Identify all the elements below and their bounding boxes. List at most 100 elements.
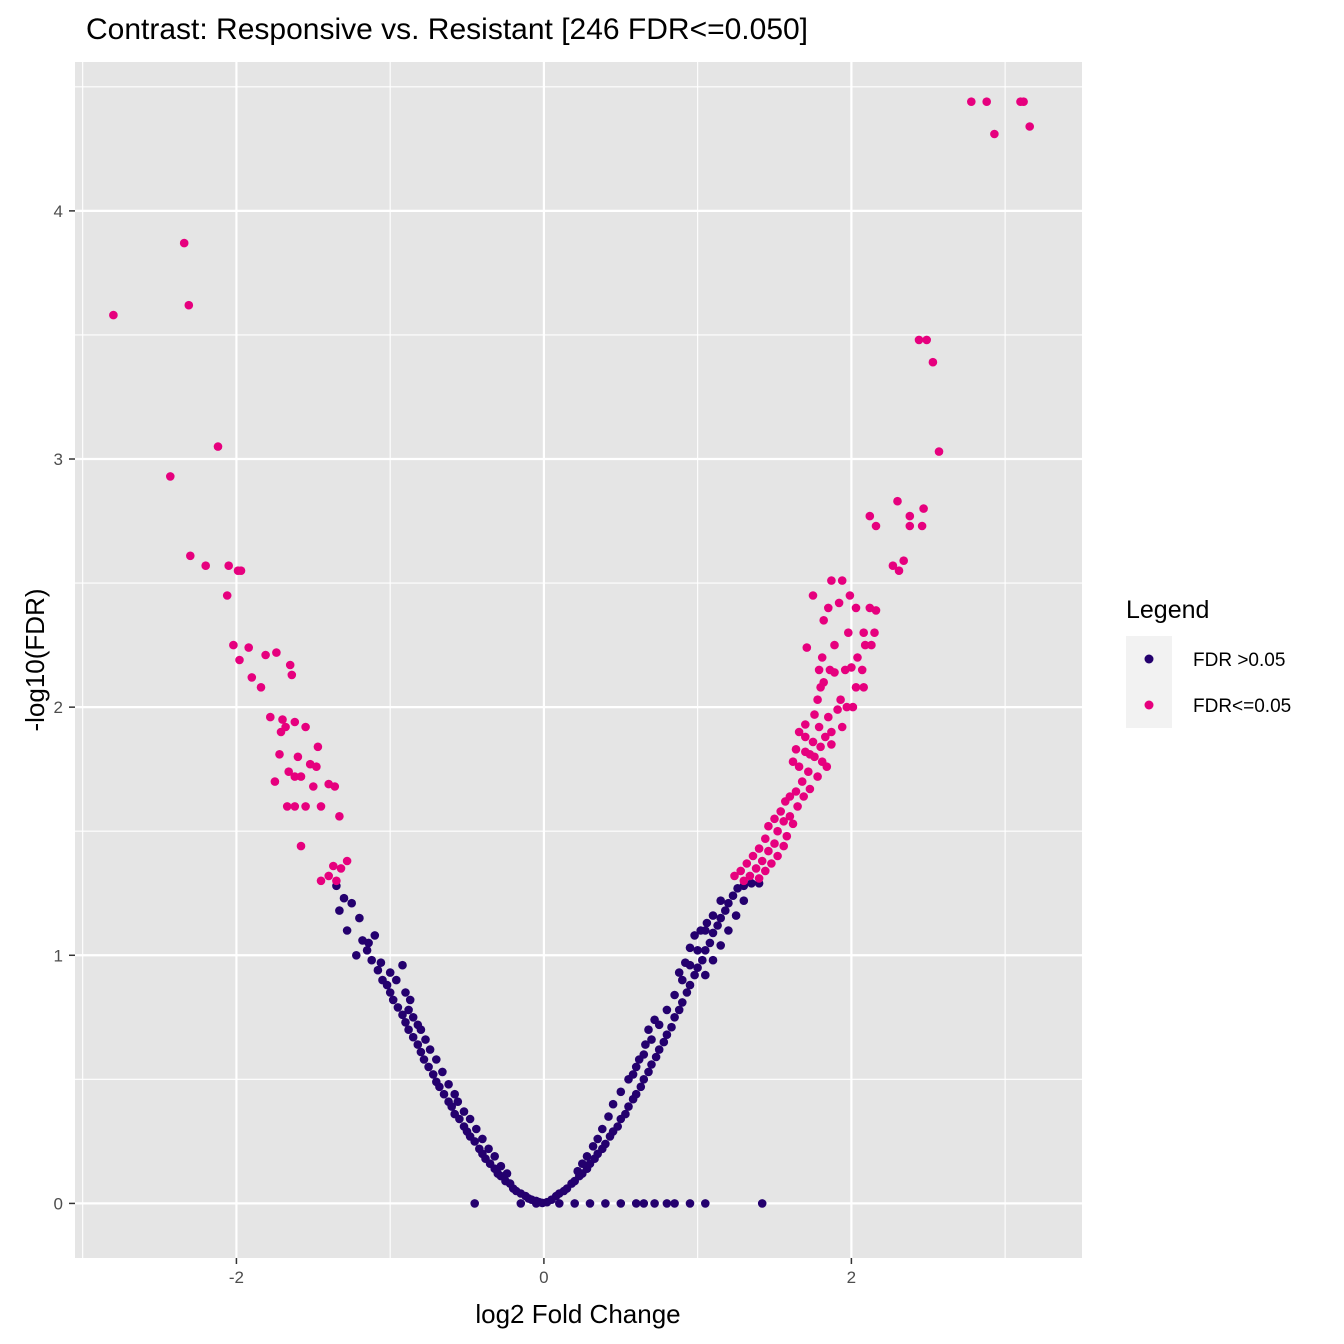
point-fdr-le-005	[779, 817, 788, 826]
point-fdr-le-005	[871, 606, 881, 615]
point-fdr-gt-005	[362, 946, 372, 955]
point-fdr-gt-005	[496, 1161, 506, 1171]
point-fdr-gt-005	[701, 946, 710, 955]
point-fdr-gt-005	[370, 931, 380, 940]
point-fdr-le-005	[830, 668, 839, 677]
point-fdr-gt-005	[641, 1040, 650, 1049]
point-fdr-gt-005	[650, 1199, 659, 1208]
point-fdr-gt-005	[425, 1045, 435, 1054]
y-tick-label: 0	[54, 1194, 63, 1213]
point-fdr-le-005	[814, 665, 824, 675]
point-fdr-le-005	[287, 670, 297, 680]
point-fdr-le-005	[179, 238, 189, 248]
point-fdr-le-005	[805, 750, 815, 759]
y-tick-label: 4	[54, 202, 63, 221]
point-fdr-gt-005	[582, 1152, 592, 1161]
point-fdr-gt-005	[708, 928, 718, 938]
point-fdr-le-005	[764, 846, 773, 856]
point-fdr-gt-005	[739, 896, 749, 905]
point-fdr-le-005	[247, 673, 257, 682]
point-fdr-le-005	[235, 655, 244, 665]
point-fdr-le-005	[794, 762, 804, 771]
point-fdr-gt-005	[693, 963, 702, 972]
point-fdr-le-005	[1019, 97, 1028, 106]
legend-label-fdr-le-005: FDR<=0.05	[1193, 696, 1291, 717]
point-fdr-gt-005	[696, 926, 705, 935]
point-fdr-le-005	[290, 802, 300, 811]
point-fdr-gt-005	[721, 906, 730, 915]
point-fdr-gt-005	[631, 1089, 641, 1099]
point-fdr-le-005	[222, 591, 232, 600]
point-fdr-gt-005	[670, 1013, 679, 1022]
point-fdr-le-005	[742, 859, 752, 868]
point-fdr-le-005	[754, 874, 764, 883]
point-fdr-gt-005	[419, 1055, 429, 1064]
point-fdr-gt-005	[674, 968, 684, 977]
point-fdr-le-005	[785, 812, 795, 821]
point-fdr-le-005	[773, 851, 782, 861]
point-fdr-le-005	[736, 866, 745, 876]
point-fdr-gt-005	[690, 970, 699, 980]
x-tick-label: -2	[229, 1268, 244, 1287]
point-fdr-le-005	[278, 715, 287, 724]
point-fdr-le-005	[272, 648, 281, 657]
point-fdr-le-005	[859, 683, 868, 692]
point-fdr-gt-005	[662, 1030, 672, 1039]
point-fdr-le-005	[816, 742, 825, 752]
point-fdr-le-005	[782, 831, 792, 841]
point-fdr-le-005	[330, 782, 340, 791]
legend-key-background	[1126, 636, 1172, 728]
point-fdr-gt-005	[455, 1114, 464, 1124]
point-fdr-le-005	[282, 802, 292, 811]
legend-label-fdr-gt-005: FDR >0.05	[1193, 650, 1285, 671]
y-tick-label: 1	[54, 946, 63, 965]
point-fdr-gt-005	[404, 1025, 413, 1034]
point-fdr-le-005	[761, 866, 770, 876]
point-fdr-gt-005	[631, 1062, 641, 1072]
point-fdr-le-005	[316, 876, 326, 886]
point-fdr-le-005	[805, 784, 815, 794]
point-fdr-gt-005	[624, 1102, 633, 1111]
point-fdr-le-005	[296, 772, 306, 781]
point-fdr-gt-005	[573, 1166, 582, 1176]
point-fdr-le-005	[1025, 122, 1034, 131]
point-fdr-le-005	[871, 521, 881, 531]
point-fdr-le-005	[982, 97, 991, 106]
point-fdr-le-005	[819, 678, 828, 687]
point-fdr-gt-005	[708, 955, 718, 965]
point-fdr-gt-005	[601, 1199, 610, 1208]
point-fdr-gt-005	[701, 970, 710, 980]
point-fdr-gt-005	[716, 941, 725, 950]
point-fdr-gt-005	[731, 911, 741, 920]
point-fdr-le-005	[342, 856, 352, 866]
point-fdr-le-005	[797, 777, 807, 786]
point-fdr-le-005	[928, 357, 938, 367]
point-fdr-le-005	[166, 472, 175, 481]
point-fdr-le-005	[324, 871, 334, 881]
minor-gridlines	[75, 62, 1082, 1258]
point-fdr-le-005	[801, 732, 810, 742]
point-fdr-le-005	[779, 841, 788, 851]
point-fdr-gt-005	[644, 1067, 653, 1077]
point-fdr-le-005	[819, 616, 828, 625]
x-axis-title: log2 Fold Change	[475, 1299, 680, 1329]
point-fdr-gt-005	[352, 951, 361, 960]
point-fdr-le-005	[184, 300, 194, 310]
point-fdr-gt-005	[388, 995, 398, 1005]
point-fdr-le-005	[899, 556, 908, 565]
point-fdr-le-005	[284, 767, 294, 776]
legend: Legend FDR >0.05 FDR<=0.05	[1126, 596, 1291, 728]
point-fdr-gt-005	[667, 1022, 676, 1032]
point-fdr-gt-005	[647, 1035, 656, 1044]
point-fdr-le-005	[917, 521, 927, 531]
point-fdr-gt-005	[367, 955, 377, 965]
point-fdr-gt-005	[685, 1199, 695, 1208]
point-fdr-gt-005	[698, 955, 707, 965]
point-fdr-gt-005	[470, 1137, 480, 1146]
point-fdr-gt-005	[724, 926, 733, 935]
point-fdr-gt-005	[690, 931, 699, 940]
point-fdr-le-005	[757, 856, 767, 866]
point-fdr-gt-005	[702, 918, 712, 928]
plot-panel	[75, 62, 1082, 1258]
